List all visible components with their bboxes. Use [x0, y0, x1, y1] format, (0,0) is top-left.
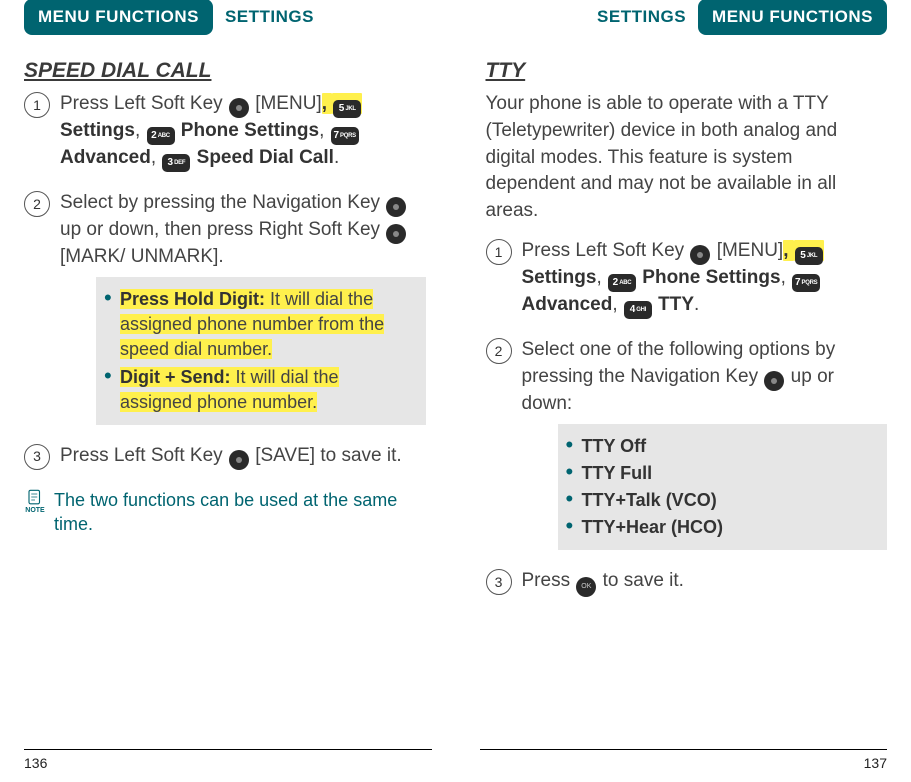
- key-7-icon: 7PQRS: [792, 274, 820, 292]
- note: NOTE The two functions can be used at th…: [24, 488, 426, 537]
- text: TTY+Hear (HCO): [582, 517, 724, 537]
- menu-tab: MENU FUNCTIONS: [24, 0, 213, 35]
- text: Advanced: [522, 294, 613, 315]
- text: assigned phone number.: [120, 392, 317, 412]
- header-right: SETTINGS MENU FUNCTIONS: [486, 0, 888, 34]
- note-icon: NOTE: [24, 488, 46, 537]
- step-1: Press Left Soft Key [MENU], 5JKL Setting…: [486, 238, 888, 319]
- text: ,: [319, 120, 330, 141]
- text: ,: [781, 267, 792, 288]
- speed-dial-title: SPEED DIAL CALL: [24, 56, 426, 85]
- info-item: Press Hold Digit: It will dial the assig…: [102, 287, 416, 363]
- text: Phone Settings: [642, 267, 780, 288]
- text: Settings: [522, 267, 597, 288]
- step-2: Select one of the following options by p…: [486, 337, 888, 550]
- text: Settings: [60, 120, 135, 141]
- page-right: SETTINGS MENU FUNCTIONS TTY Your phone i…: [456, 0, 911, 782]
- step-1: Press Left Soft Key [MENU], 5JKL Setting…: [24, 91, 426, 172]
- text: Press Left Soft Key: [60, 445, 228, 466]
- menu-tab: MENU FUNCTIONS: [698, 0, 887, 35]
- tty-title: TTY: [486, 56, 888, 85]
- option-item: TTY Off: [564, 434, 878, 459]
- text: [SAVE] to save it.: [250, 445, 402, 466]
- page-number: 137: [864, 754, 887, 774]
- text: [MARK/ UNMARK].: [60, 246, 224, 267]
- steps-left: Press Left Soft Key [MENU], 5JKL Setting…: [24, 91, 426, 470]
- info-item: Digit + Send: It will dial the assigned …: [102, 365, 416, 415]
- text: Press Left Soft Key: [60, 93, 228, 114]
- text: Press Left Soft Key: [522, 240, 690, 261]
- option-item: TTY Full: [564, 461, 878, 486]
- page-left: MENU FUNCTIONS SETTINGS SPEED DIAL CALL …: [0, 0, 456, 782]
- note-label: NOTE: [25, 506, 44, 516]
- text: Select by pressing the Navigation Key: [60, 192, 385, 213]
- option-item: TTY+Talk (VCO): [564, 488, 878, 513]
- info-box: Press Hold Digit: It will dial the assig…: [96, 277, 426, 425]
- options-box: TTY Off TTY Full TTY+Talk (VCO) TTY+Hear…: [558, 424, 888, 551]
- key-2-icon: 2ABC: [147, 127, 175, 145]
- page-number: 136: [24, 754, 47, 774]
- text: [MENU]: [250, 93, 322, 114]
- text: TTY Full: [582, 463, 653, 483]
- softkey-icon: [229, 450, 249, 470]
- softkey-icon: [386, 224, 406, 244]
- nav-key-icon: [764, 371, 784, 391]
- key-4-icon: 4GHI: [624, 301, 652, 319]
- option-item: TTY+Hear (HCO): [564, 515, 878, 540]
- key-5-icon: 5JKL: [333, 100, 361, 118]
- key-5-icon: 5JKL: [795, 247, 823, 265]
- text: ,: [612, 294, 623, 315]
- text: TTY: [658, 294, 694, 315]
- step-3: Press Left Soft Key [SAVE] to save it.: [24, 443, 426, 470]
- text: [MENU]: [711, 240, 783, 261]
- baseline: [24, 749, 432, 750]
- text: ,: [322, 93, 333, 114]
- text: TTY Off: [582, 436, 647, 456]
- key-3-icon: 3DEF: [162, 154, 190, 172]
- text: ,: [135, 120, 146, 141]
- text: Phone Settings: [181, 120, 319, 141]
- text: assigned phone number from the: [120, 314, 384, 334]
- softkey-icon: [229, 98, 249, 118]
- tty-intro: Your phone is able to operate with a TTY…: [486, 91, 888, 224]
- ok-key-icon: [576, 577, 596, 597]
- text: to save it.: [597, 570, 684, 591]
- text: TTY+Talk (VCO): [582, 490, 717, 510]
- text: Press: [522, 570, 576, 591]
- note-text: The two functions can be used at the sam…: [54, 488, 426, 537]
- nav-key-icon: [386, 197, 406, 217]
- section-label: SETTINGS: [597, 5, 686, 29]
- text: Speed Dial Call: [197, 147, 334, 168]
- text: speed dial number.: [120, 339, 272, 359]
- step-2: Select by pressing the Navigation Key up…: [24, 190, 426, 425]
- text: .: [334, 147, 339, 168]
- text: ,: [151, 147, 162, 168]
- step-3: Press to save it.: [486, 568, 888, 597]
- text: It will dial the: [231, 367, 339, 387]
- baseline: [480, 749, 888, 750]
- softkey-icon: [690, 245, 710, 265]
- steps-right: Press Left Soft Key [MENU], 5JKL Setting…: [486, 238, 888, 596]
- text: It will dial the: [265, 289, 373, 309]
- text: Digit + Send:: [120, 367, 231, 387]
- page-spread: MENU FUNCTIONS SETTINGS SPEED DIAL CALL …: [0, 0, 911, 782]
- text: up or down, then press Right Soft Key: [60, 219, 385, 240]
- text: .: [694, 294, 699, 315]
- key-2-icon: 2ABC: [608, 274, 636, 292]
- key-7-icon: 7PQRS: [331, 127, 359, 145]
- text: Press Hold Digit:: [120, 289, 265, 309]
- header-left: MENU FUNCTIONS SETTINGS: [24, 0, 426, 34]
- text: ,: [596, 267, 607, 288]
- section-label: SETTINGS: [225, 5, 314, 29]
- text: ,: [783, 240, 794, 261]
- text: Advanced: [60, 147, 151, 168]
